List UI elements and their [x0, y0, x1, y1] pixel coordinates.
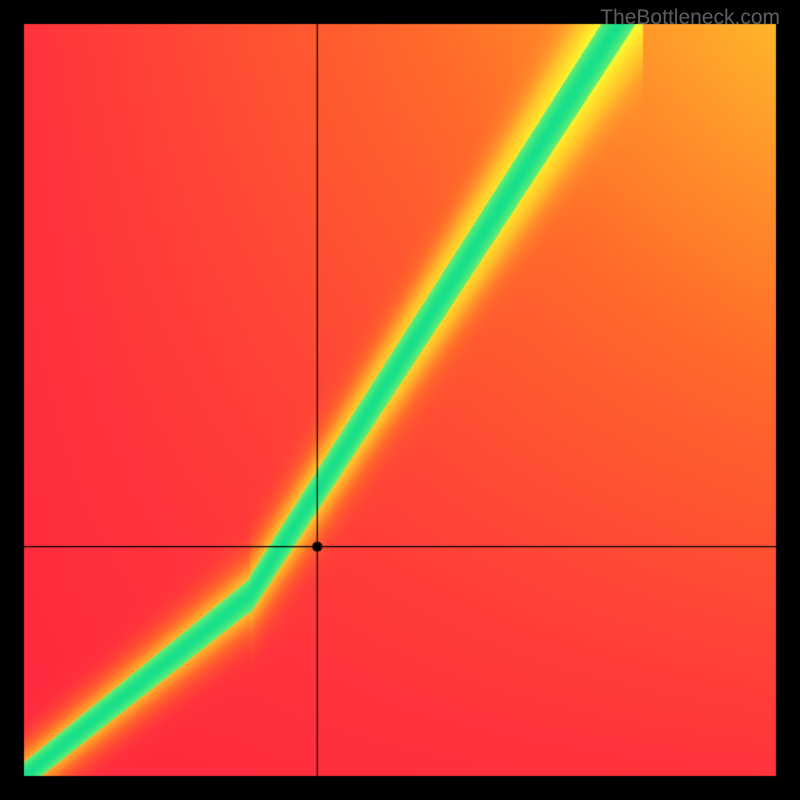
watermark-text: TheBottleneck.com: [600, 6, 780, 30]
heatmap-canvas: [0, 0, 800, 800]
chart-container: TheBottleneck.com: [0, 0, 800, 800]
